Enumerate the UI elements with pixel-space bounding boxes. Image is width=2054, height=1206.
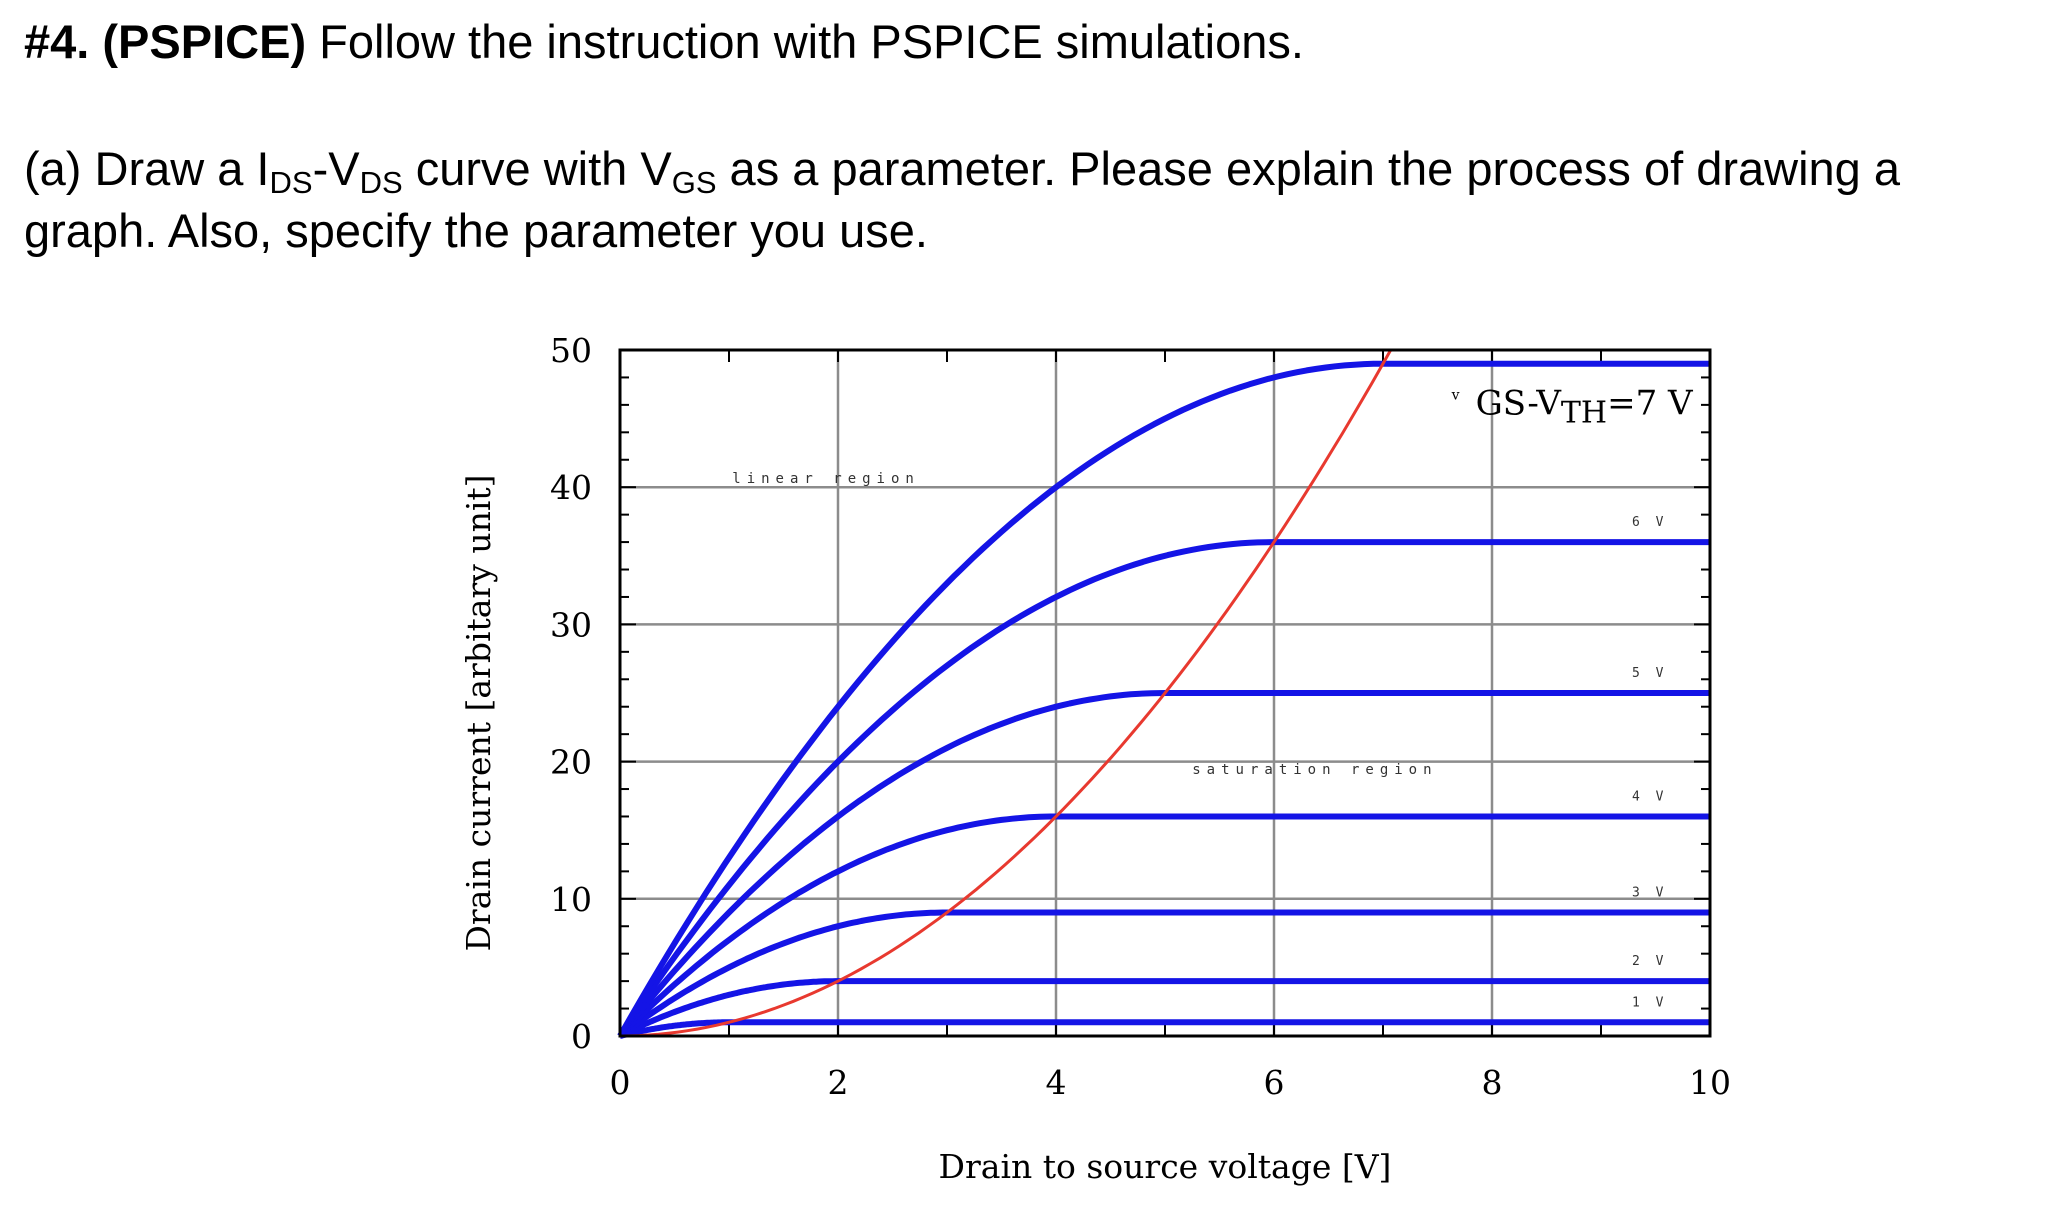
part-a-prefix: (a) Draw a I [24,142,270,195]
part-a-sub-ds-1: DS [269,165,313,200]
top-param-gs: GS-V [1476,383,1563,423]
series-label: 1 V [1632,995,1667,1010]
series-curve [618,909,1710,1039]
series-curve [617,690,1710,1038]
part-a-mid: curve with V [402,142,672,195]
part-a-rest: as a parameter. Please explain the proce… [24,142,1901,257]
series-label: 5 V [1632,666,1667,681]
saturation-region-label: saturation region [1192,762,1437,778]
series-curve [617,360,1710,1038]
tick-labels: 0 2 4 6 8 10 0 10 20 30 40 50 [550,331,1731,1102]
y-tick-label: 0 [571,1017,592,1056]
series-label: 6 V [1632,515,1667,530]
series-curve [617,539,1710,1038]
x-axis-label: Drain to source voltage [V] [939,1147,1392,1186]
question-title: #4. (PSPICE) Follow the instruction with… [24,14,1304,69]
x-tick-label: 0 [610,1063,631,1102]
question-tag: (PSPICE) [102,15,307,68]
x-tick-label: 6 [1264,1063,1285,1102]
y-tick-label: 20 [550,743,592,782]
y-tick-label: 30 [550,605,592,644]
part-a-dash: -V [312,142,360,195]
question-part-a: (a) Draw a IDS-VDS curve with VGS as a p… [24,138,2034,262]
x-tick-label: 2 [828,1063,849,1102]
question-title-text: Follow the instruction with PSPICE simul… [306,15,1304,68]
series-curves [617,360,1710,1039]
top-param-label: GS-VTH=7 V [1476,383,1694,430]
part-a-sub-ds-2: DS [359,165,403,200]
y-tick-label: 50 [550,331,592,370]
y-tick-label: 10 [550,880,592,919]
boundary-curve [619,349,1393,1038]
x-tick-label: 4 [1046,1063,1067,1102]
series-curve [618,1019,1710,1039]
series-curve [618,978,1710,1039]
top-param-tail: =7 V [1607,383,1694,423]
x-tick-label: 10 [1689,1063,1731,1102]
saturation-boundary [619,349,1393,1038]
series-curve [617,813,1710,1039]
question-number: #4. [24,15,90,68]
minor-ticks [619,349,1711,1037]
linear-region-label: linear region [732,471,920,487]
series-labels: 1 V 2 V 3 V 4 V 5 V 6 V [1632,515,1667,1010]
part-a-sub-gs: GS [671,165,717,200]
series-label: 4 V [1632,789,1667,804]
top-param-v: v [1451,387,1460,403]
series-label: 3 V [1632,886,1667,901]
x-tick-label: 8 [1482,1063,1503,1102]
series-label: 2 V [1632,954,1667,969]
plot-frame [618,348,1712,1038]
y-axis-label: Drain current [arbitary unit] [459,474,498,951]
top-param-th: TH [1561,395,1607,430]
y-tick-label: 40 [550,468,592,507]
